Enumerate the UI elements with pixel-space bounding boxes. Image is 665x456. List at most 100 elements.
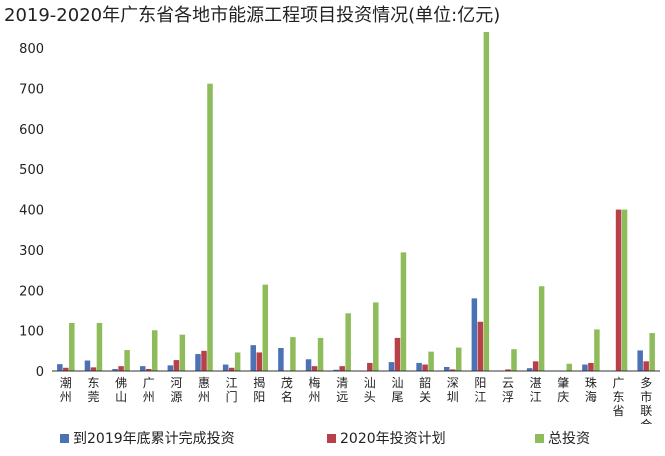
bar — [167, 365, 174, 371]
bar — [643, 361, 649, 371]
bar — [333, 369, 339, 371]
x-tick-label: 珠海 — [585, 376, 597, 404]
bar — [256, 352, 263, 371]
bar — [428, 351, 434, 371]
bar — [505, 369, 511, 371]
bar — [262, 284, 269, 371]
bar — [532, 361, 539, 371]
x-tick-label: 广东省 — [612, 376, 624, 418]
y-tick-label: 400 — [19, 204, 44, 219]
x-tick-label: 江门 — [226, 376, 238, 404]
bar — [228, 367, 235, 371]
bar — [84, 360, 91, 371]
x-tick-label: 茂名 — [281, 376, 293, 404]
bar — [222, 364, 229, 371]
x-tick-label: 清远 — [336, 376, 348, 404]
legend-label: 2020年投资计划 — [340, 431, 446, 447]
bar — [96, 322, 103, 371]
y-tick-label: 600 — [19, 123, 44, 138]
legend-item: 2020年投资计划 — [327, 428, 446, 448]
bar — [526, 368, 533, 371]
legend-swatch — [60, 433, 69, 443]
x-tick-label: 东莞 — [87, 376, 99, 404]
bar — [278, 348, 284, 371]
legend-swatch — [327, 433, 336, 443]
bar — [201, 350, 207, 371]
x-tick-label: 潮州 — [60, 375, 72, 404]
bar — [388, 362, 395, 371]
legend-item: 总投资 — [535, 428, 590, 448]
bar — [588, 362, 594, 371]
x-tick-label: 湛江 — [530, 376, 542, 404]
bar — [538, 286, 545, 371]
bar — [400, 252, 407, 371]
y-tick-label: 200 — [19, 284, 44, 299]
bar — [566, 363, 573, 371]
bar — [637, 350, 643, 371]
x-tick-label: 深圳 — [447, 376, 459, 404]
bar — [345, 313, 351, 371]
chart-title: 2019-2020年广东省各地市能源工程项目投资情况(单位:亿元) — [4, 5, 501, 26]
bar — [416, 362, 422, 371]
bar — [69, 322, 75, 371]
x-tick-label: 惠州 — [198, 376, 210, 404]
bar — [173, 360, 180, 371]
bar — [118, 366, 124, 371]
bar — [317, 337, 324, 371]
legend-label: 到2019年底累计完成投资 — [73, 431, 235, 447]
x-tick-label: 汕头 — [364, 376, 376, 404]
x-tick-label: 河源 — [170, 376, 182, 404]
bar — [290, 337, 296, 371]
bar — [139, 366, 146, 371]
bar — [455, 347, 462, 371]
x-tick-label: 肇庆 — [557, 375, 569, 404]
bar — [250, 345, 257, 371]
bar — [477, 321, 484, 371]
x-tick-label: 广州 — [143, 376, 155, 404]
x-tick-label: 揭阳 — [253, 375, 265, 404]
bar — [63, 367, 69, 371]
legend-item: 到2019年底累计完成投资 — [60, 428, 235, 448]
x-axis: 潮州东莞佛山广州河源惠州江门揭阳茂名梅州清远汕头汕尾韶关深圳阳江云浮湛江肇庆珠海… — [52, 370, 660, 425]
bar — [449, 369, 456, 371]
bar — [582, 364, 588, 371]
x-tick-label: 多市联合 — [640, 376, 652, 425]
bar — [112, 368, 118, 371]
bar — [179, 334, 186, 371]
bar — [511, 349, 517, 371]
bar — [339, 366, 345, 371]
y-tick-label: 300 — [19, 244, 44, 259]
bar — [649, 333, 655, 371]
bar — [394, 337, 401, 371]
bar — [195, 354, 201, 371]
y-tick-label: 100 — [19, 325, 44, 340]
bar — [483, 32, 490, 371]
bars — [57, 32, 655, 371]
bar — [443, 366, 450, 371]
bar — [305, 359, 312, 371]
y-axis: 0 100 200 300 400 500 600 700 800 — [19, 42, 44, 380]
legend-swatch — [535, 433, 544, 443]
y-tick-label: 800 — [19, 42, 44, 57]
bar — [594, 329, 600, 371]
y-tick-label: 700 — [19, 83, 44, 98]
x-tick-label: 汕尾 — [391, 376, 403, 404]
bar — [373, 302, 379, 371]
bar — [90, 367, 97, 371]
y-tick-label: 0 — [36, 365, 44, 380]
bar — [151, 330, 158, 371]
bar-chart: 0 100 200 300 400 500 600 700 800 潮州东莞佛山广州河源惠州江门… — [19, 32, 660, 425]
bar — [57, 364, 63, 371]
bar — [311, 366, 318, 371]
bar — [471, 298, 478, 371]
bar — [615, 209, 622, 371]
x-tick-label: 梅州 — [308, 375, 320, 404]
bar — [234, 352, 241, 371]
bar — [367, 362, 373, 371]
legend: 到2019年底累计完成投资 2020年投资计划 总投资 — [0, 428, 665, 450]
y-tick-label: 500 — [19, 163, 44, 178]
x-tick-label: 阳江 — [474, 376, 486, 404]
x-tick-label: 韶关 — [419, 375, 431, 404]
legend-label: 总投资 — [548, 431, 590, 447]
bar — [124, 350, 130, 371]
